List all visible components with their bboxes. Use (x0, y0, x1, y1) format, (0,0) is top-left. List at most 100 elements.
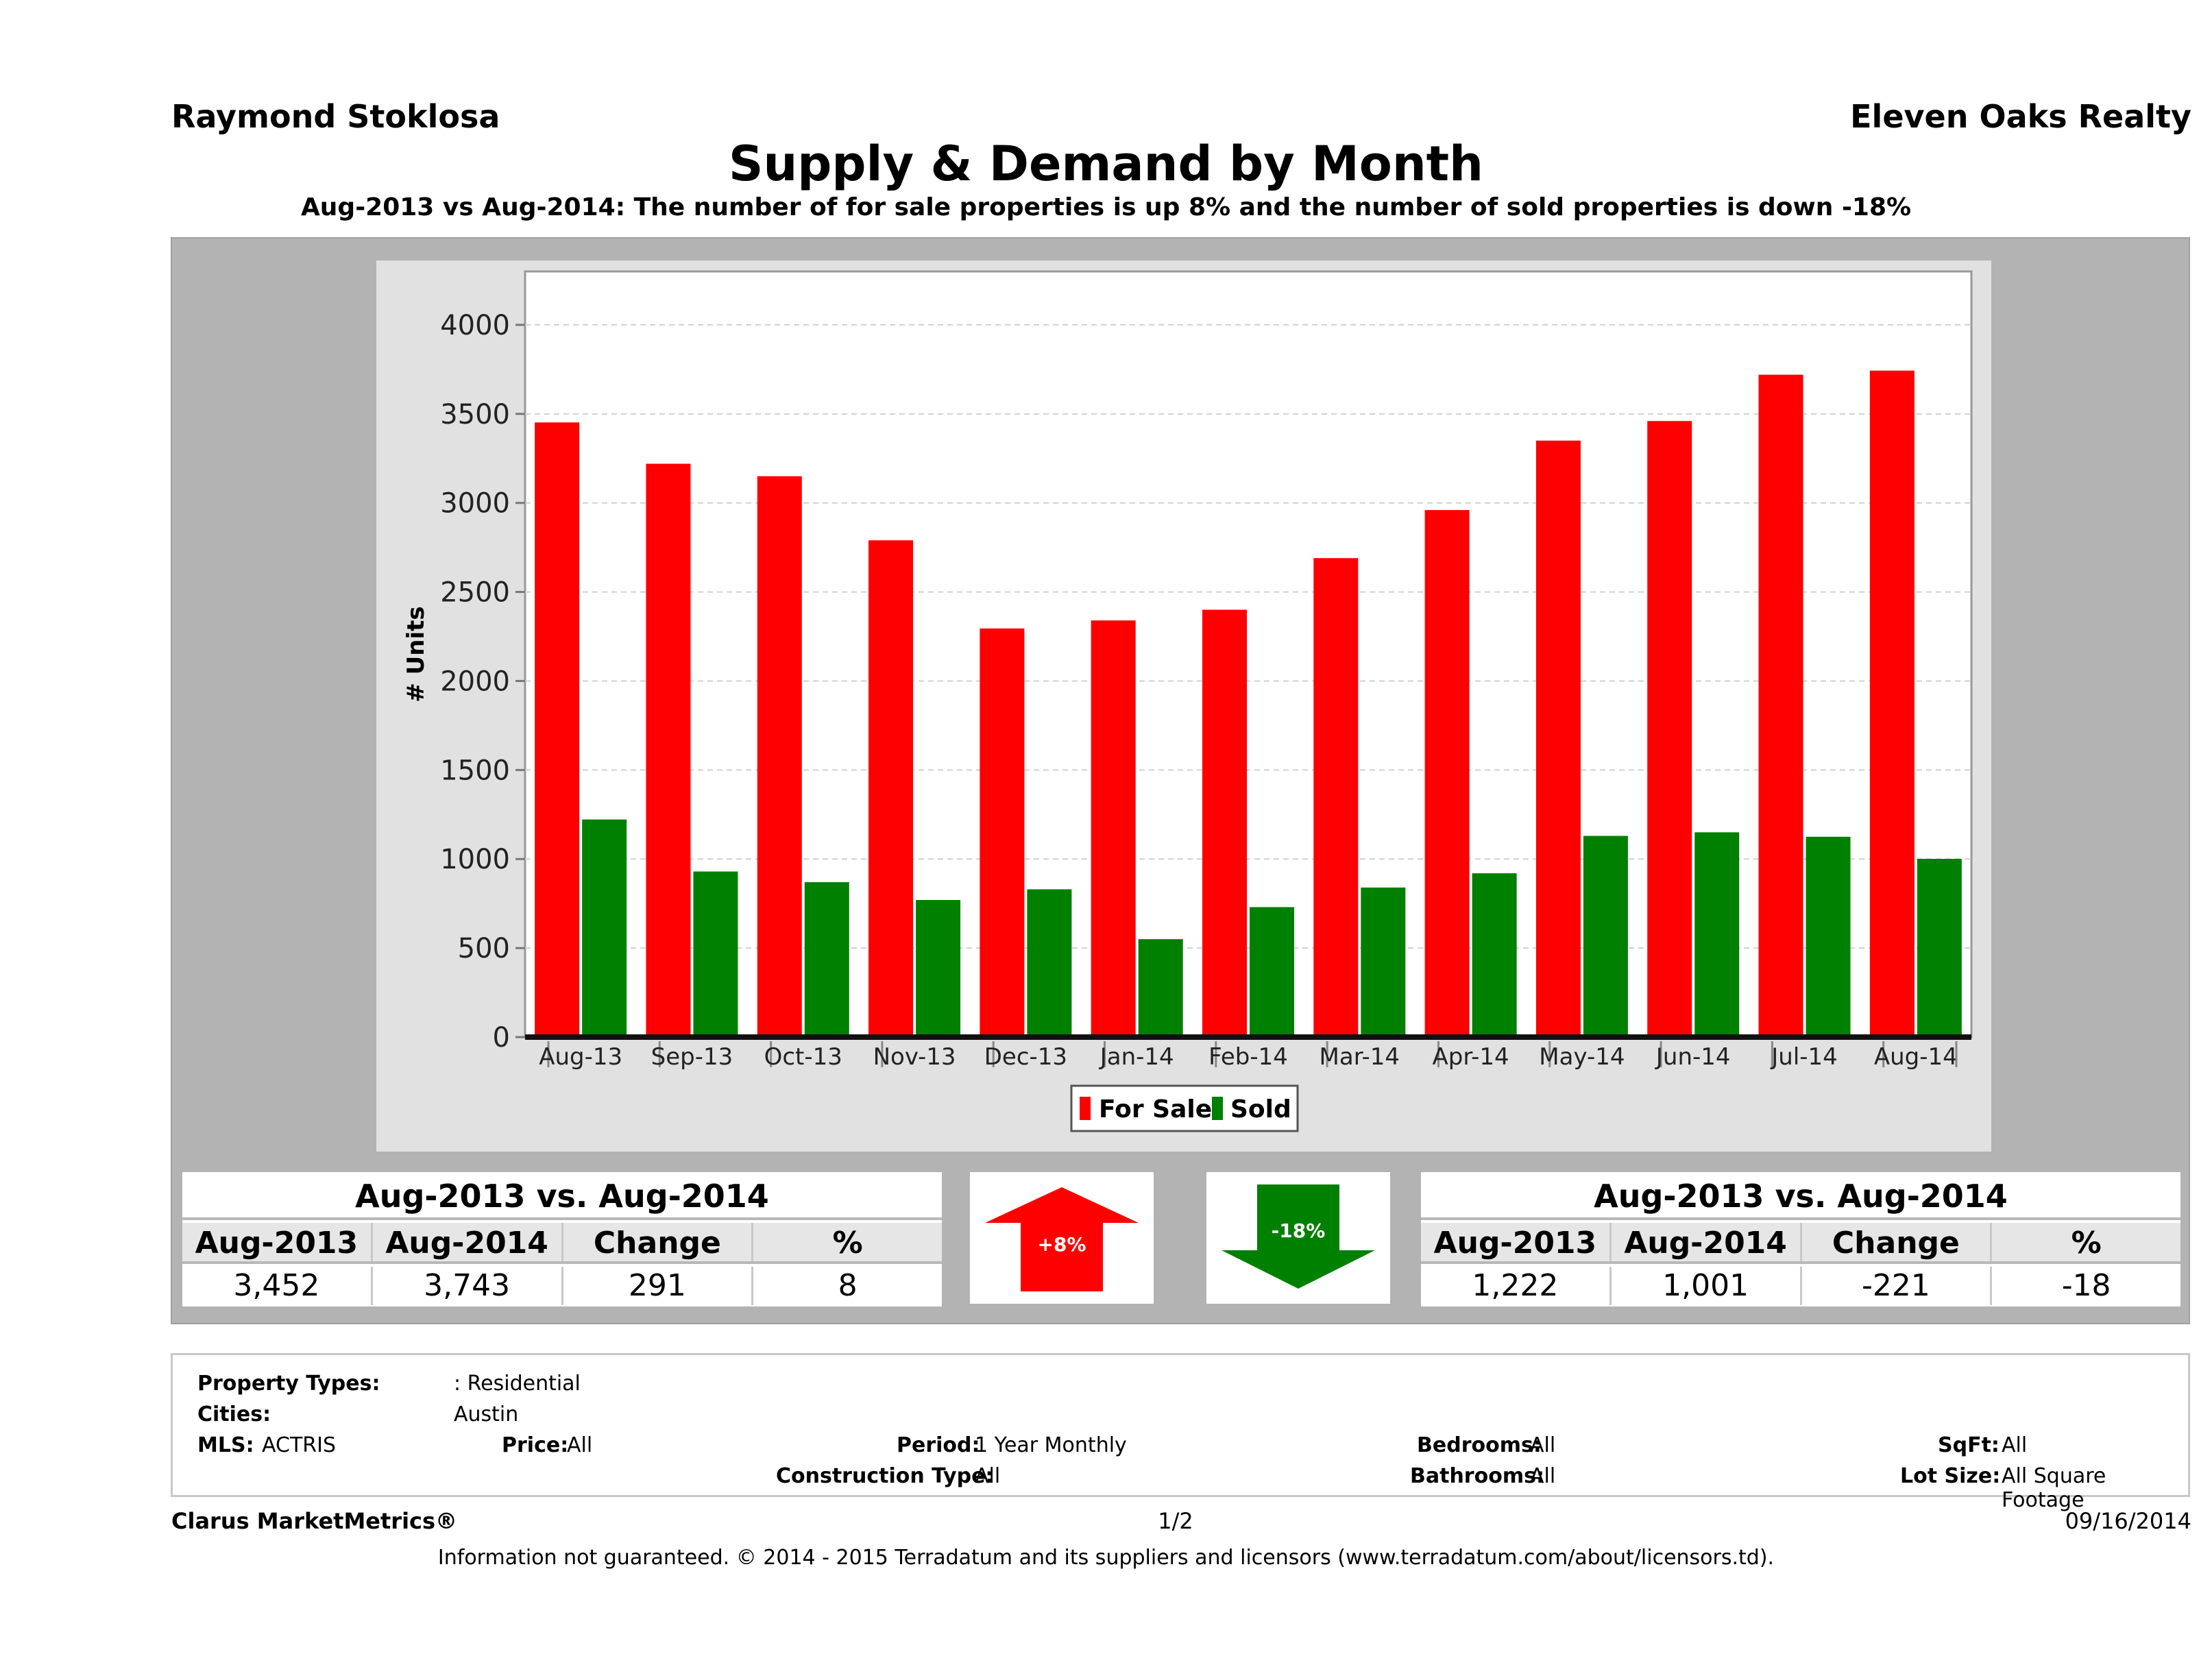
legend-label-for-sale: For Sale (1099, 1095, 1212, 1123)
sold-bar (1694, 832, 1740, 1037)
y-tick-label: 4000 (440, 310, 510, 341)
sold-bar (1027, 889, 1072, 1037)
value-cell: 3,452 (182, 1267, 373, 1305)
column-header: Aug-2013 (182, 1223, 373, 1261)
price-value: All (567, 1433, 593, 1457)
plot-area (524, 270, 1973, 1038)
for-sale-bar (1091, 620, 1136, 1037)
sold-bar (1250, 907, 1294, 1037)
agent-name: Raymond Stoklosa (171, 98, 500, 135)
legend-swatch-for-sale (1080, 1097, 1091, 1120)
for-sale-summary-value-row: 3,452 3,743 291 8 (182, 1267, 942, 1305)
value-cell: -221 (1802, 1267, 1993, 1305)
value-cell: 3,743 (373, 1267, 563, 1305)
page-number: 1/2 (1158, 1508, 1193, 1534)
down-arrow-icon: -18% (1222, 1184, 1375, 1289)
y-tick-label: 2500 (440, 577, 510, 609)
up-arrow-shape (985, 1187, 1139, 1291)
construction-type-label: Construction Type: (776, 1464, 994, 1488)
sold-change-label: -18% (1272, 1219, 1326, 1242)
for-sale-bar (1869, 370, 1915, 1037)
bar-chart: 0 500 1000 1500 2000 2500 3000 3500 4000 # Units A… (402, 270, 1973, 1132)
x-tick-label: Aug-14 (1874, 1043, 1958, 1071)
sold-bar (582, 819, 627, 1037)
x-tick-label: Oct-13 (764, 1043, 842, 1071)
sold-summary-title: Aug-2013 vs. Aug-2014 (1421, 1172, 2180, 1220)
x-tick-label: Mar-14 (1320, 1043, 1400, 1071)
column-header: Change (1802, 1223, 1993, 1261)
bedrooms-value: All (1530, 1433, 1556, 1457)
sold-summary-header-row: Aug-2013 Aug-2014 Change % (1421, 1223, 2180, 1264)
for-sale-bar (1424, 510, 1470, 1037)
cities-label: Cities: (197, 1402, 271, 1426)
disclaimer: Information not guaranteed. © 2014 - 201… (437, 1546, 1775, 1570)
sold-bar (693, 871, 738, 1037)
for-sale-summary-header-row: Aug-2013 Aug-2014 Change % (182, 1223, 942, 1264)
x-tick-label: Jun-14 (1655, 1043, 1731, 1071)
brokerage-name: Eleven Oaks Realty (1850, 98, 2191, 135)
y-tick-label: 0 (493, 1022, 510, 1054)
bathrooms-label: Bathrooms: (1410, 1464, 1544, 1488)
column-header: Aug-2013 (1421, 1223, 1612, 1261)
for-sale-bar (1535, 440, 1581, 1037)
sold-bar (804, 882, 849, 1037)
legend-box (1070, 1084, 1299, 1132)
sold-bar (1583, 836, 1628, 1037)
for-sale-bar (1647, 421, 1692, 1037)
sold-change-badge: -18% (1206, 1172, 1390, 1304)
sold-bar (1472, 873, 1517, 1037)
mls-value: ACTRIS (262, 1433, 337, 1457)
for-sale-bar (757, 476, 802, 1037)
y-tick-label: 500 (458, 933, 510, 964)
property-types-value: : Residential (454, 1372, 581, 1396)
y-tick-label: 1000 (440, 844, 510, 875)
for-sale-bar (1758, 374, 1803, 1037)
x-tick-label: Jan-14 (1099, 1043, 1174, 1071)
column-header: % (2071, 1226, 2102, 1261)
sold-bar (1917, 858, 1962, 1037)
column-header: % (832, 1226, 863, 1261)
x-tick-label: Feb-14 (1208, 1043, 1288, 1071)
for-sale-bar (1202, 609, 1247, 1037)
search-criteria: Property Types: : Residential Cities: Au… (171, 1353, 2190, 1512)
value-cell: 8 (838, 1268, 858, 1303)
legend-label-sold: Sold (1230, 1095, 1291, 1123)
period-label: Period: (897, 1433, 980, 1457)
value-cell: -18 (2061, 1268, 2111, 1303)
value-cell: 1,001 (1612, 1267, 1802, 1305)
value-cell: 1,222 (1421, 1267, 1612, 1305)
for-sale-summary: Aug-2013 vs. Aug-2014 Aug-2013 Aug-2014 … (182, 1172, 942, 1306)
chart-title: Supply & Demand by Month (729, 136, 1483, 192)
construction-type-value: All (975, 1464, 1001, 1488)
mls-label: MLS: (197, 1433, 254, 1457)
value-cell: 291 (563, 1267, 754, 1305)
y-tick-label: 3000 (440, 488, 510, 520)
sqft-label: SqFt: (1938, 1433, 2000, 1457)
sqft-value: All (2002, 1433, 2028, 1457)
sold-bar (1138, 939, 1183, 1037)
x-tick-label: Jul-14 (1770, 1043, 1838, 1071)
x-tick-label: Dec-13 (984, 1043, 1067, 1071)
sold-summary-value-row: 1,222 1,001 -221 -18 (1421, 1267, 2180, 1305)
column-header: Change (563, 1223, 754, 1261)
down-arrow-shape (1222, 1184, 1375, 1289)
cities-value: Austin (454, 1402, 519, 1426)
price-label: Price: (502, 1433, 569, 1457)
x-tick-label: May-14 (1539, 1043, 1625, 1071)
for-sale-change-badge: +8% (970, 1172, 1154, 1304)
x-tick-label: Nov-13 (873, 1043, 956, 1071)
for-sale-bar (868, 540, 914, 1037)
period-value: 1 Year Monthly (975, 1433, 1127, 1457)
sold-summary: Aug-2013 vs. Aug-2014 Aug-2013 Aug-2014 … (1421, 1172, 2180, 1306)
y-axis-label: # Units (402, 606, 430, 702)
y-tick-label: 1500 (440, 755, 510, 786)
y-tick-label: 2000 (440, 666, 510, 697)
y-tick-label: 3500 (440, 399, 510, 430)
lot-size-value: All Square Footage (2002, 1464, 2106, 1512)
legend-swatch-sold (1212, 1097, 1223, 1120)
for-sale-bar (980, 628, 1025, 1037)
x-tick-label: Apr-14 (1433, 1043, 1509, 1071)
report-date: 09/16/2014 (2065, 1508, 2191, 1534)
column-header: Aug-2014 (1612, 1223, 1802, 1261)
x-tick-label: Sep-13 (651, 1043, 733, 1071)
